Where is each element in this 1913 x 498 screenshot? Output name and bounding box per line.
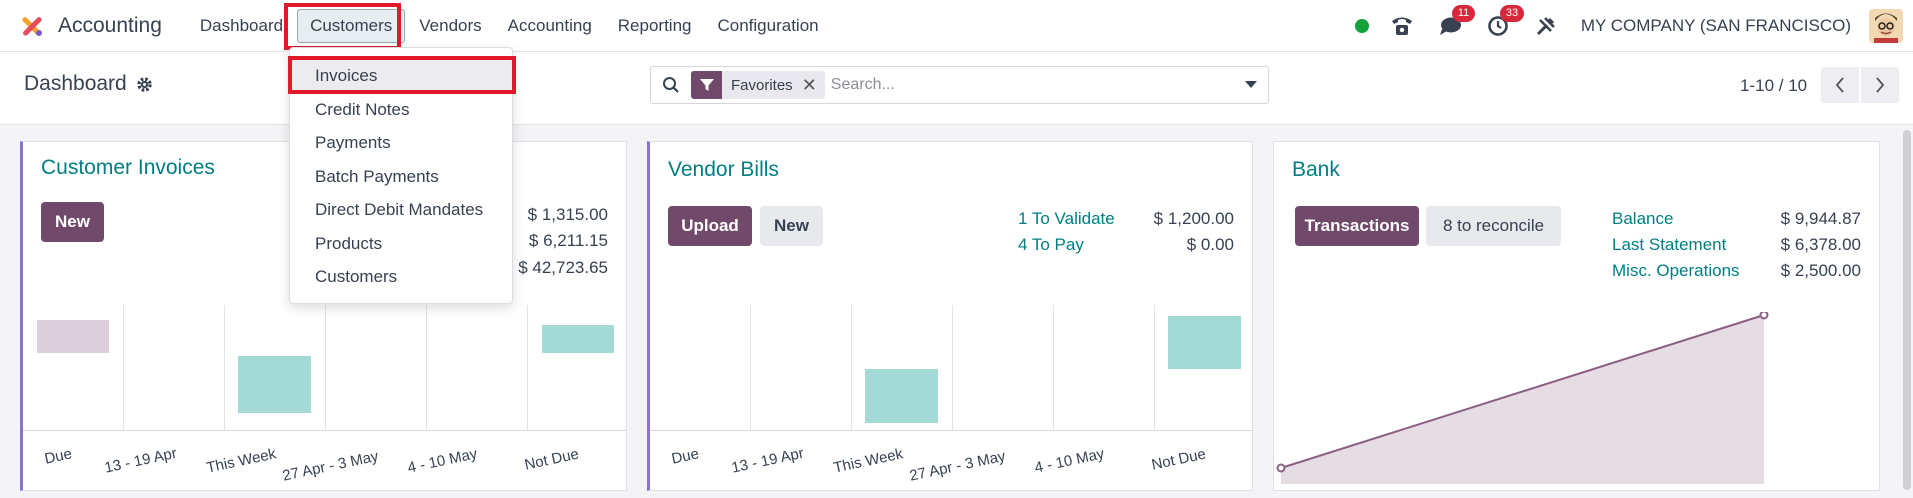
bank-transactions-button[interactable]: Transactions: [1295, 206, 1419, 246]
invoice-bar-not-due[interactable]: [542, 325, 614, 353]
dropdown-item-customers[interactable]: Customers: [315, 266, 398, 286]
x-label: Not Due: [523, 445, 581, 474]
presence-status-dot[interactable]: [1354, 19, 1369, 33]
x-label: 4 - 10 May: [1033, 445, 1106, 477]
x-label: 13 - 19 Apr: [730, 444, 806, 477]
vendor-bills-chart[interactable]: Due 13 - 19 Apr This Week 27 Apr - 3 May…: [650, 305, 1253, 488]
bank-card: Bank Transactions 8 to reconcile Balance…: [1273, 141, 1880, 491]
customer-invoice-new-button[interactable]: New: [41, 202, 104, 242]
remove-facet-icon[interactable]: ✕: [801, 74, 817, 95]
dropdown-item-credit-notes[interactable]: Credit Notes: [315, 99, 410, 119]
breadcrumb: Dashboard: [24, 72, 153, 96]
bank-area-fill: [1281, 315, 1764, 484]
bank-point-start: [1276, 463, 1286, 473]
last-statement-value: $ 6,378.00: [1780, 235, 1861, 254]
dropdown-item-batch-payments[interactable]: Batch Payments: [315, 166, 439, 186]
to-pay-value: $ 0.00: [1186, 235, 1234, 254]
bank-balance-line: [1280, 314, 1765, 469]
brand[interactable]: Accounting: [18, 12, 162, 40]
x-label: This Week: [832, 445, 905, 477]
vendor-bills-card: Vendor Bills Upload New 1 To Validate $ …: [647, 141, 1253, 491]
to-pay-link[interactable]: 4 To Pay: [1018, 235, 1084, 254]
bill-bar-this-week[interactable]: [865, 369, 938, 423]
customer-invoice-value-1: $ 1,315.00: [527, 205, 608, 224]
customer-invoices-title[interactable]: Customer Invoices: [41, 156, 215, 179]
bank-balance-chart[interactable]: [1274, 312, 1879, 490]
filter-icon: [691, 71, 722, 99]
page-title: Dashboard: [24, 72, 127, 95]
messages-icon[interactable]: 11: [1437, 5, 1476, 39]
customer-invoice-value-2: $ 6,211.15: [528, 231, 608, 250]
menu-customers[interactable]: Customers: [297, 8, 406, 43]
dropdown-item-direct-debit-mandates[interactable]: Direct Debit Mandates: [315, 199, 484, 219]
search-bar[interactable]: Favorites ✕: [650, 66, 1235, 104]
menu-accounting[interactable]: Accounting: [507, 15, 592, 35]
customer-invoices-card: Customer Invoices New $ 1,315.00 $ 6,211…: [20, 141, 627, 491]
pager-previous-button[interactable]: [1821, 67, 1859, 103]
misc-operations-link[interactable]: Misc. Operations: [1612, 261, 1740, 280]
search-input[interactable]: [830, 76, 1211, 94]
control-panel: Dashboard Favorites ✕ 1-10 / 10: [0, 52, 1913, 125]
customer-invoices-chart[interactable]: Due 13 - 19 Apr This Week 27 Apr - 3 May…: [23, 305, 627, 488]
invoice-bar-this-week[interactable]: [238, 356, 311, 413]
bank-point-end: [1759, 312, 1769, 320]
bank-title[interactable]: Bank: [1292, 158, 1340, 181]
bank-reconcile-button[interactable]: 8 to reconcile: [1426, 206, 1561, 246]
x-label: Not Due: [1150, 445, 1208, 474]
company-switcher[interactable]: MY COMPANY (SAN FRANCISCO): [1580, 16, 1851, 35]
menu-reporting[interactable]: Reporting: [617, 15, 692, 35]
pager-next-button[interactable]: [1861, 67, 1899, 103]
invoice-bar-due[interactable]: [37, 320, 109, 353]
page-scrollbar[interactable]: [1903, 130, 1911, 490]
dropdown-item-invoices[interactable]: Invoices: [290, 59, 512, 92]
search-icon: [663, 77, 679, 93]
chevron-left-icon: [1835, 77, 1844, 93]
last-statement-link[interactable]: Last Statement: [1612, 235, 1727, 254]
vendor-upload-button[interactable]: Upload: [668, 206, 752, 246]
bill-bar-not-due[interactable]: [1168, 316, 1241, 369]
activities-badge: 33: [1499, 5, 1525, 22]
customer-invoice-value-3: $ 42,723.65: [518, 258, 608, 277]
x-label: 27 Apr - 3 May: [908, 447, 1007, 485]
x-label: 13 - 19 Apr: [103, 444, 179, 477]
messages-badge: 11: [1451, 5, 1476, 22]
app-name: Accounting: [58, 13, 162, 37]
to-validate-value: $ 1,200.00: [1153, 209, 1234, 228]
favorites-facet: Favorites ✕: [691, 71, 825, 99]
dropdown-item-products[interactable]: Products: [315, 233, 383, 253]
gear-icon[interactable]: [136, 76, 153, 93]
x-label: Due: [670, 445, 701, 468]
x-label: Due: [43, 445, 74, 468]
misc-operations-value: $ 2,500.00: [1780, 261, 1861, 280]
activities-clock-icon[interactable]: 33: [1485, 5, 1525, 39]
vendor-new-button[interactable]: New: [760, 206, 823, 246]
x-label: This Week: [205, 445, 278, 477]
user-avatar[interactable]: [1869, 9, 1903, 43]
main-menu: Dashboard Customers Vendors Accounting R…: [188, 8, 833, 43]
x-label: 4 - 10 May: [406, 445, 479, 477]
accounting-app-icon: [22, 16, 42, 36]
caret-down-icon: [1245, 81, 1257, 88]
phone-icon[interactable]: [1389, 13, 1415, 39]
vendor-bills-title[interactable]: Vendor Bills: [668, 158, 779, 181]
top-navbar: Accounting Dashboard Customers Vendors A…: [0, 0, 1913, 52]
x-label: 27 Apr - 3 May: [281, 447, 380, 485]
menu-vendors[interactable]: Vendors: [419, 15, 482, 35]
chevron-right-icon: [1876, 77, 1885, 93]
debug-tools-icon[interactable]: [1533, 13, 1559, 39]
menu-configuration[interactable]: Configuration: [717, 15, 819, 35]
balance-link[interactable]: Balance: [1612, 209, 1674, 228]
pager-value[interactable]: 1-10 / 10: [1740, 76, 1808, 95]
customers-dropdown-menu: Invoices Credit Notes Payments Batch Pay…: [289, 47, 513, 304]
facet-label: Favorites: [731, 76, 793, 94]
search-options-toggle[interactable]: [1234, 66, 1269, 104]
balance-value: $ 9,944.87: [1780, 209, 1861, 228]
menu-dashboard[interactable]: Dashboard: [199, 15, 284, 35]
navbar-systray: 11 33 MY COMPANY (SAN FRANCISCO): [1354, 0, 1903, 52]
dropdown-item-payments[interactable]: Payments: [315, 132, 391, 152]
to-validate-link[interactable]: 1 To Validate: [1018, 209, 1115, 228]
